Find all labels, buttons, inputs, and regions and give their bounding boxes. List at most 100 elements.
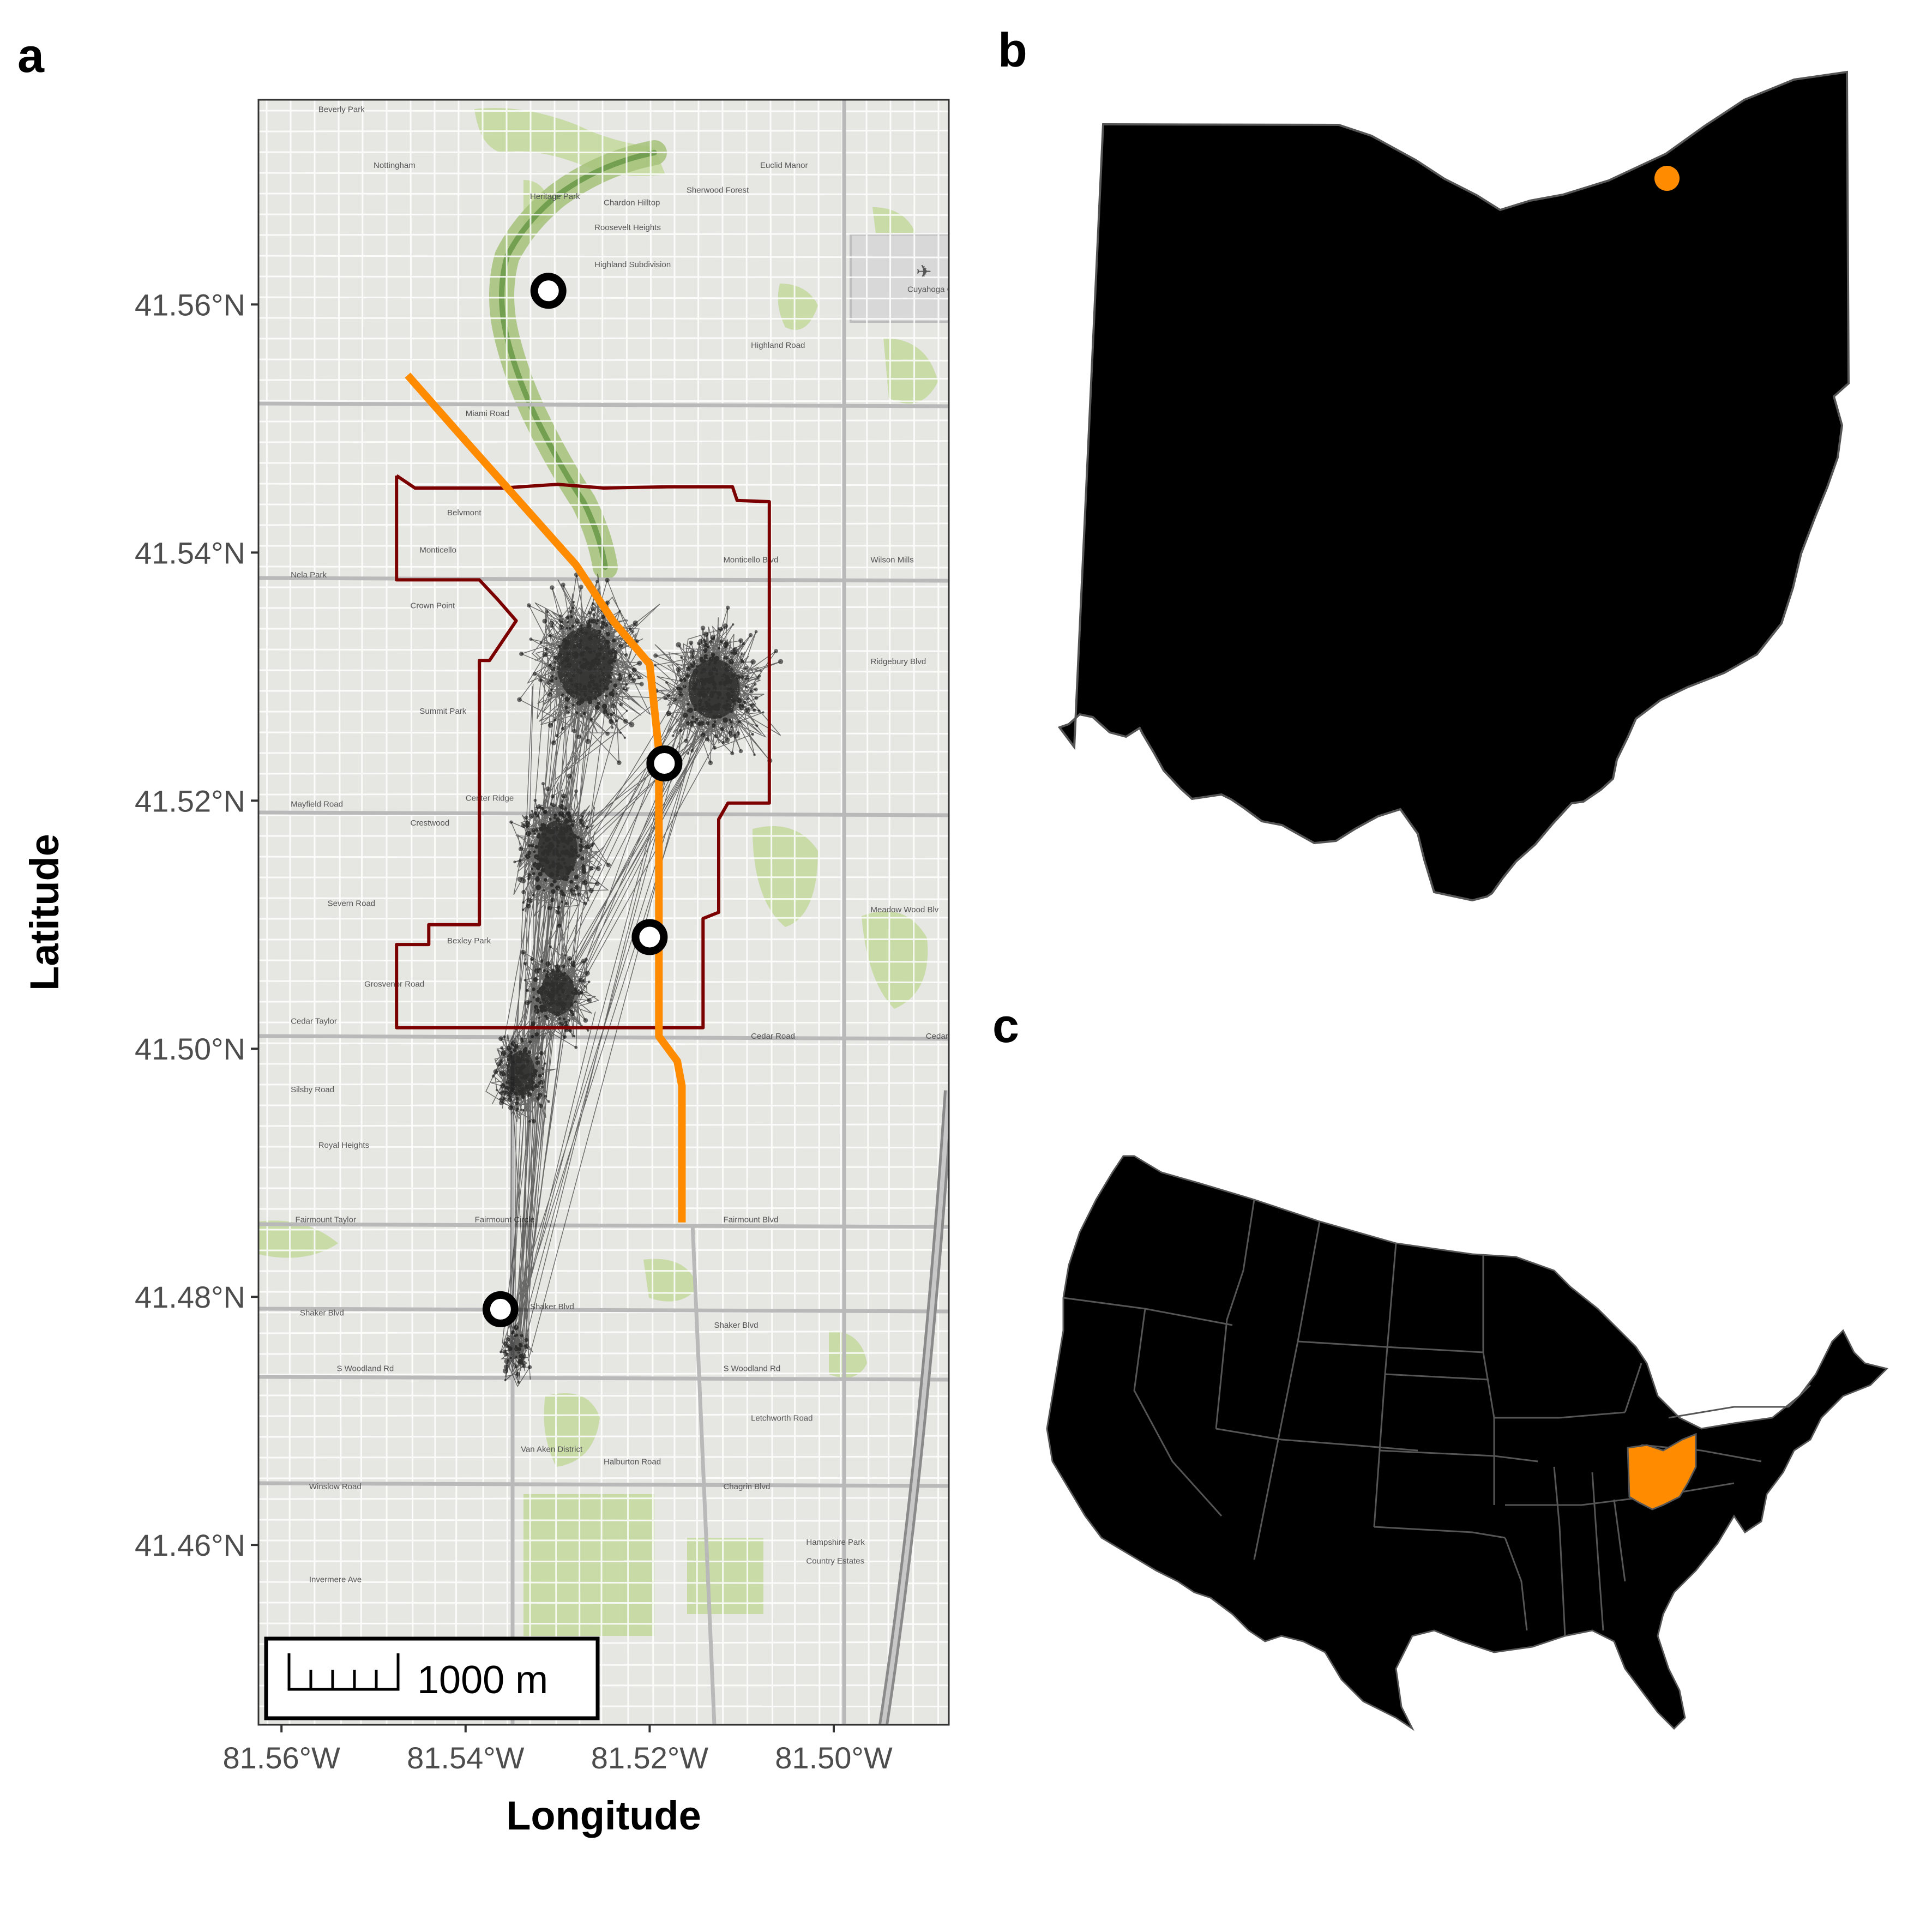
y-tick-label: 41.48°N (135, 1280, 245, 1314)
track-point (738, 703, 744, 709)
track-point (721, 696, 724, 700)
track-point (529, 1000, 533, 1003)
track-point (719, 727, 724, 732)
map-label: Shaker Blvd (300, 1308, 344, 1317)
track-point (545, 1016, 549, 1020)
map-label: Shaker Blvd (714, 1321, 759, 1330)
track-point (534, 1056, 539, 1060)
track-point (711, 652, 715, 657)
track-point (500, 1083, 505, 1088)
track-point (595, 580, 599, 583)
track-point (702, 688, 707, 693)
track-point (558, 653, 562, 658)
track-point (693, 681, 698, 687)
track-point (515, 1069, 518, 1072)
track-point (572, 729, 577, 733)
track-point (556, 862, 561, 866)
track-point (623, 736, 627, 739)
track-point (569, 847, 574, 852)
track-point (499, 1097, 502, 1101)
street (258, 1519, 949, 1522)
track-point (521, 1063, 526, 1069)
track-point (501, 1050, 506, 1056)
track-point (624, 653, 628, 657)
track-point (542, 652, 547, 658)
street (887, 100, 892, 1725)
track-point (666, 711, 672, 717)
track-point (547, 983, 550, 985)
street (258, 522, 949, 526)
track-point (587, 665, 593, 671)
track-point (493, 1069, 498, 1074)
track-point (562, 1006, 566, 1010)
track-point (563, 982, 566, 985)
street (258, 255, 949, 258)
track-point (586, 619, 591, 624)
track-point (738, 749, 743, 754)
track-point (569, 833, 573, 836)
track-point (713, 660, 718, 665)
track-point (562, 977, 567, 983)
track-point (561, 973, 564, 976)
track-point (714, 655, 720, 661)
map-label: Halburton Road (604, 1457, 661, 1466)
track-point (543, 1005, 546, 1009)
track-point (711, 705, 715, 710)
track-point (609, 719, 614, 725)
track-point (693, 669, 699, 675)
track-point (601, 615, 605, 619)
track-point (714, 706, 720, 712)
track-point (555, 851, 559, 856)
track-point (725, 605, 730, 610)
track-point (556, 905, 561, 910)
track-point (551, 829, 556, 834)
track-point (535, 997, 541, 1003)
street (258, 1394, 949, 1397)
track-point (600, 621, 606, 626)
track-point (573, 653, 579, 659)
track-point (539, 1051, 544, 1055)
track-point (696, 679, 700, 683)
track-point (724, 667, 730, 673)
track-point (715, 669, 719, 672)
track-point (696, 665, 699, 668)
track-point (582, 979, 586, 983)
track-point (503, 1352, 508, 1357)
track-point (498, 1036, 503, 1042)
track-point (534, 968, 540, 973)
track-point (541, 834, 546, 838)
track-point (565, 673, 568, 677)
track-point (547, 692, 552, 697)
track-point (702, 648, 708, 653)
track-point (546, 970, 550, 973)
track-point (714, 690, 718, 694)
track-point (538, 1074, 542, 1078)
x-tick-label: 81.56°W (223, 1741, 341, 1775)
panel-a-map: a ✈ (17, 28, 950, 1838)
track-point (563, 1018, 566, 1021)
map-label: Cedar Road (751, 1032, 795, 1041)
track-point (633, 620, 638, 625)
track-point (631, 630, 635, 634)
street (258, 1413, 949, 1417)
track-point (543, 969, 546, 972)
track-point (625, 709, 628, 712)
track-point (537, 1093, 543, 1098)
track-point (717, 702, 721, 707)
street (258, 1372, 949, 1376)
track-point (547, 906, 552, 911)
track-point (558, 985, 563, 990)
track-point (712, 666, 717, 672)
track-point (602, 709, 608, 714)
panel-c-us-map: c (992, 998, 1888, 1731)
track-point (555, 873, 559, 877)
street (258, 1146, 949, 1149)
track-point (622, 687, 625, 690)
track-point (557, 923, 562, 928)
track-point (558, 973, 562, 978)
street (258, 232, 949, 236)
track-point (718, 647, 720, 649)
track-point (558, 624, 564, 630)
track-point (561, 582, 565, 587)
